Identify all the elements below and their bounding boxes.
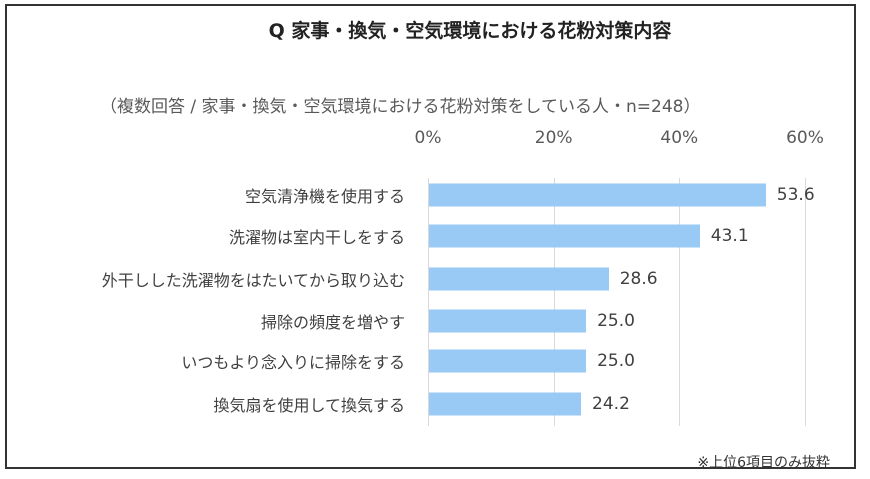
bar <box>429 392 582 416</box>
bar <box>429 309 587 333</box>
category-label: 外干しした洗濯物をはたいてから取り込む <box>101 271 405 290</box>
gridline <box>679 178 681 426</box>
category-label: 洗濯物は室内干しをする <box>228 228 405 247</box>
data-label: 24.2 <box>592 394 630 414</box>
data-label: 25.0 <box>597 351 635 371</box>
gridline <box>553 178 555 426</box>
gridline <box>805 178 806 426</box>
bar <box>429 224 700 248</box>
tick-label: 60% <box>786 128 824 148</box>
bar <box>429 267 609 291</box>
category-label: 換気扇を使用して換気する <box>213 396 405 415</box>
category-label: いつもより念入りに掃除をする <box>181 353 405 372</box>
data-label: 25.0 <box>597 311 635 331</box>
bar <box>429 183 766 207</box>
data-label: 53.6 <box>776 185 815 205</box>
footnote: ※上位6項目のみ抜粋 <box>697 455 830 471</box>
chart-frame <box>5 4 856 469</box>
chart-title: Q 家事・換気・空気環境における花粉対策内容 <box>268 20 672 42</box>
data-label: 43.1 <box>710 226 749 246</box>
gridline <box>428 178 429 426</box>
bar <box>429 349 587 373</box>
chart-subtitle: （複数回答 / 家事・換気・空気環境における花粉対策をしている人・n=248） <box>100 97 701 117</box>
data-label: 28.6 <box>619 269 658 289</box>
category-label: 掃除の頻度を増やす <box>260 313 405 332</box>
tick-label: 20% <box>534 128 573 148</box>
tick-label: 0% <box>414 128 442 148</box>
tick-label: 40% <box>660 128 699 148</box>
category-label: 空気清浄機を使用する <box>244 187 405 206</box>
